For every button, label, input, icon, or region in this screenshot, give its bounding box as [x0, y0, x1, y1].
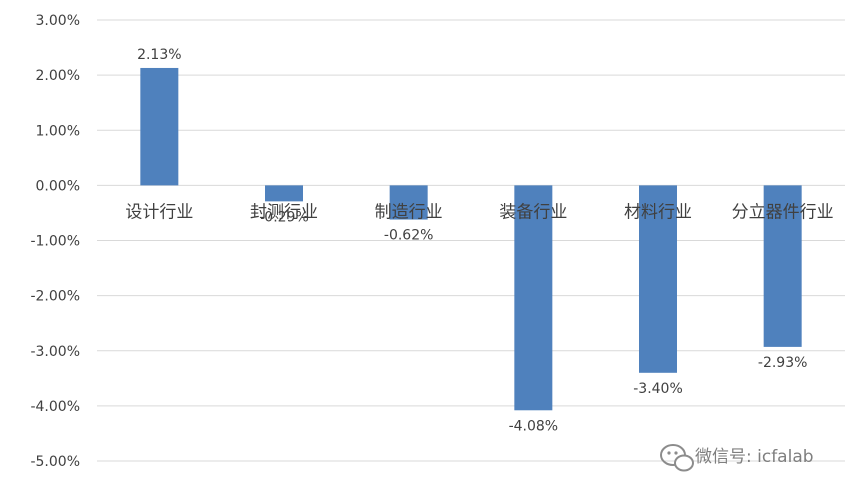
wechat-icon: [660, 444, 694, 472]
data-label: -3.40%: [633, 381, 683, 397]
category-labels: 设计行业 封测行业 制造行业 装备行业 材料行业 分立器件行业: [125, 202, 833, 222]
y-tick-label: 1.00%: [36, 123, 80, 139]
y-tick-label: -3.00%: [30, 344, 80, 360]
bar: [763, 185, 802, 347]
bar: [514, 185, 553, 411]
category-label: 设计行业: [125, 202, 193, 222]
data-label: -0.29%: [259, 209, 309, 225]
data-label: 2.13%: [137, 47, 181, 63]
y-tick-label: -1.00%: [30, 234, 80, 250]
watermark: 微信号: icfalab: [660, 444, 814, 472]
category-label: 材料行业: [624, 202, 692, 222]
y-tick-label: 0.00%: [36, 178, 80, 194]
data-label: -4.08%: [509, 418, 559, 434]
category-label: 装备行业: [499, 202, 567, 222]
category-label: 封测行业: [250, 202, 318, 222]
gridlines: [97, 19, 845, 462]
y-tick-label: 2.00%: [36, 68, 80, 84]
y-tick-label: -5.00%: [30, 454, 80, 470]
y-tick-label: -4.00%: [30, 399, 80, 415]
bar: [265, 185, 303, 202]
bar: [140, 67, 179, 186]
y-tick-label: 3.00%: [36, 13, 80, 29]
data-label: -0.62%: [384, 228, 434, 244]
watermark-text: 微信号: icfalab: [695, 447, 814, 467]
category-label: 分立器件行业: [732, 202, 834, 222]
data-labels: 2.13% -0.29% -0.62% -4.08% -3.40% -2.93%: [137, 47, 807, 434]
y-tick-label: -2.00%: [30, 289, 80, 305]
bar: [389, 185, 428, 220]
bar: [639, 185, 677, 373]
bars: [140, 67, 802, 411]
data-label: -2.93%: [758, 355, 808, 371]
category-label: 制造行业: [375, 202, 443, 222]
y-axis-ticks: 3.00% 2.00% 1.00% 0.00% -1.00% -2.00% -3.00% -4…: [30, 13, 80, 470]
